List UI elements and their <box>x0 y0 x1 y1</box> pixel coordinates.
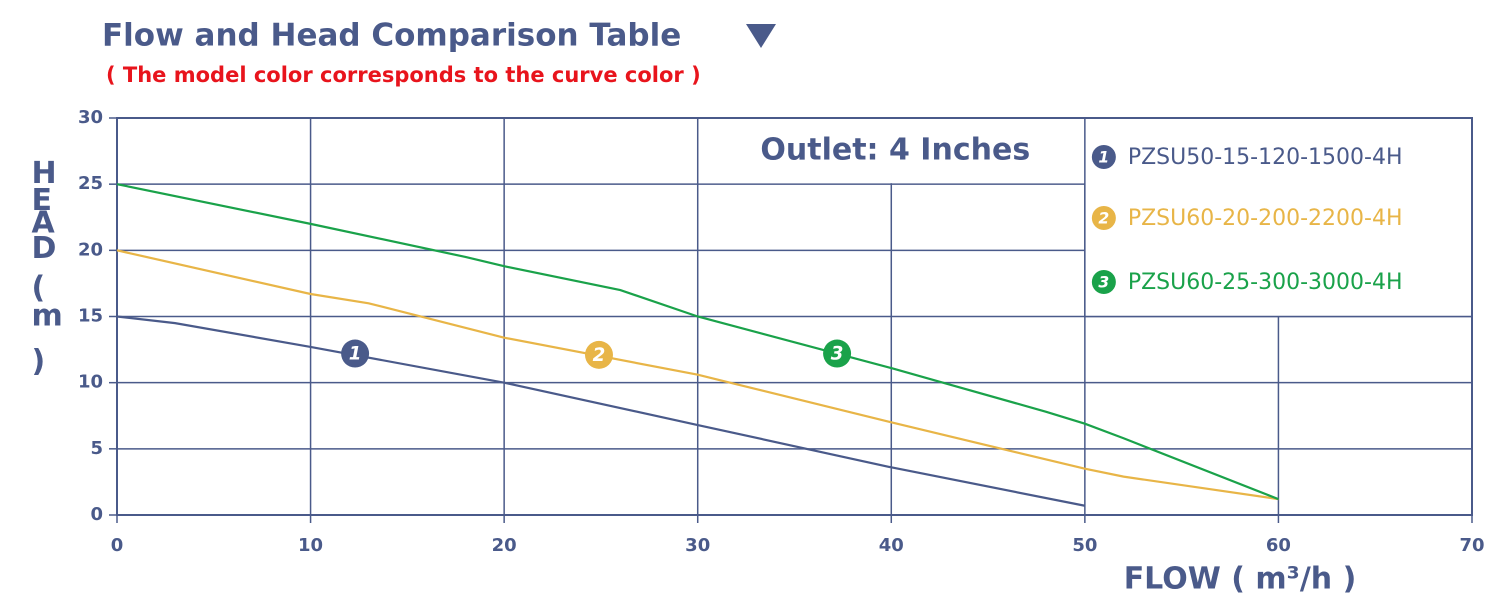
annotation: Outlet: 4 Inches <box>760 133 1030 168</box>
badge-number: 3 <box>831 344 844 365</box>
badge <box>1091 270 1116 294</box>
badge <box>584 340 613 369</box>
legend-box <box>1084 117 1473 318</box>
subtitle: ( The model color corresponds to the cur… <box>106 63 701 87</box>
badge <box>823 339 852 368</box>
x-tick-label: 10 <box>298 535 323 556</box>
x-tick-label: 40 <box>879 535 904 556</box>
x-axis-label: FLOW ( m³/h ) <box>1124 562 1357 597</box>
y-tick-label: 20 <box>78 239 103 260</box>
legend-label: PZSU60-25-300-3000-4H <box>1128 270 1403 295</box>
y-tick-label: 10 <box>78 372 103 393</box>
legend-label: PZSU50-15-120-1500-4H <box>1128 145 1403 170</box>
chart-title: Flow and Head Comparison Table <box>102 18 681 54</box>
series-line <box>116 183 1279 501</box>
x-tick-label: 50 <box>1072 535 1097 556</box>
y-tick-label: 15 <box>78 306 103 327</box>
y-tick-label: 5 <box>90 438 103 459</box>
x-tick-label: 0 <box>111 535 124 556</box>
title-icon <box>746 24 776 48</box>
x-tick-label: 20 <box>492 535 517 556</box>
x-tick-label: 70 <box>1459 535 1484 556</box>
y-tick-label: 25 <box>78 173 103 194</box>
badge <box>1091 206 1116 230</box>
y-axis-label: HEAD ( m ) <box>32 156 65 379</box>
legend-label: PZSU60-20-200-2200-4H <box>1128 206 1403 231</box>
y-tick-label: 30 <box>78 107 103 128</box>
x-tick-label: 60 <box>1266 535 1291 556</box>
badge-number: 2 <box>1098 210 1109 228</box>
badge-number: 3 <box>1098 274 1109 292</box>
badge-number: 1 <box>349 344 362 365</box>
badge <box>341 339 370 368</box>
badge <box>1091 145 1116 169</box>
x-tick-label: 30 <box>685 535 710 556</box>
annotation-box <box>698 119 1085 184</box>
series-line <box>116 249 1279 501</box>
badge-number: 2 <box>593 345 606 366</box>
y-tick-label: 0 <box>90 504 103 525</box>
series-line <box>116 315 1086 507</box>
badge-number: 1 <box>1098 149 1109 167</box>
